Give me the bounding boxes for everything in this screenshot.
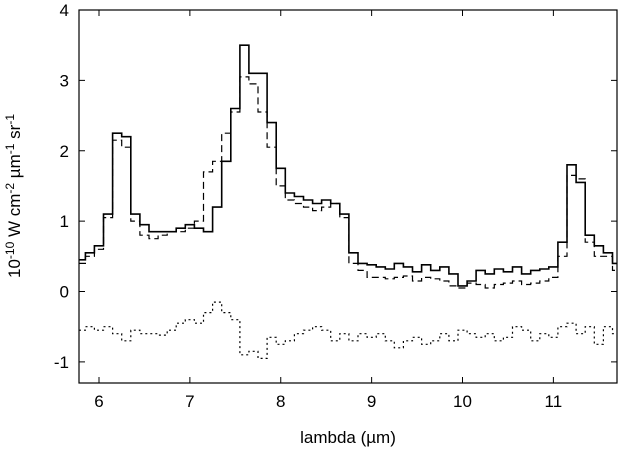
y-axis-label: 10-10 W cm-2 µm-1 sr-1	[3, 114, 24, 278]
ticks-layer	[79, 9, 617, 383]
y-tick-label-2: 2	[60, 142, 69, 161]
x-tick-label-10: 10	[453, 392, 472, 411]
x-tick-labels: 6 7 8 9 10 11	[94, 392, 562, 411]
y-tick-label-4: 4	[60, 1, 69, 20]
y-tick-label--1: -1	[54, 353, 69, 372]
series-dotted-line	[79, 301, 617, 359]
series-solid-line	[79, 44, 617, 287]
x-tick-label-8: 8	[276, 392, 285, 411]
series-dashed-line	[79, 76, 617, 289]
x-tick-label-11: 11	[545, 392, 563, 411]
y-tick-labels: -1 0 1 2 3 4	[54, 1, 69, 372]
x-tick-label-9: 9	[367, 392, 376, 411]
y-tick-label-1: 1	[60, 212, 69, 231]
x-tick-label-6: 6	[94, 392, 103, 411]
series-layer	[79, 44, 617, 359]
y-tick-label-3: 3	[60, 71, 69, 90]
x-tick-label-7: 7	[185, 392, 194, 411]
plot-frame	[78, 9, 618, 384]
y-tick-label-0: 0	[60, 283, 69, 302]
x-axis-label: lambda (µm)	[300, 428, 396, 447]
